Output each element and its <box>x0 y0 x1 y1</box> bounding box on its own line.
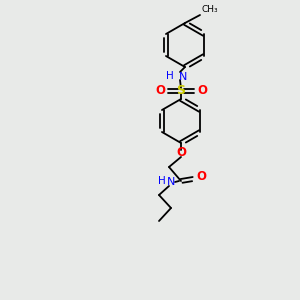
Text: O: O <box>197 85 207 98</box>
Text: N: N <box>167 177 175 187</box>
Text: S: S <box>176 85 185 98</box>
Text: O: O <box>196 170 206 184</box>
Text: O: O <box>176 146 186 160</box>
Text: H: H <box>166 71 174 81</box>
Text: H: H <box>158 176 166 186</box>
Text: CH₃: CH₃ <box>201 5 217 14</box>
Text: N: N <box>179 72 188 82</box>
Text: O: O <box>155 85 165 98</box>
